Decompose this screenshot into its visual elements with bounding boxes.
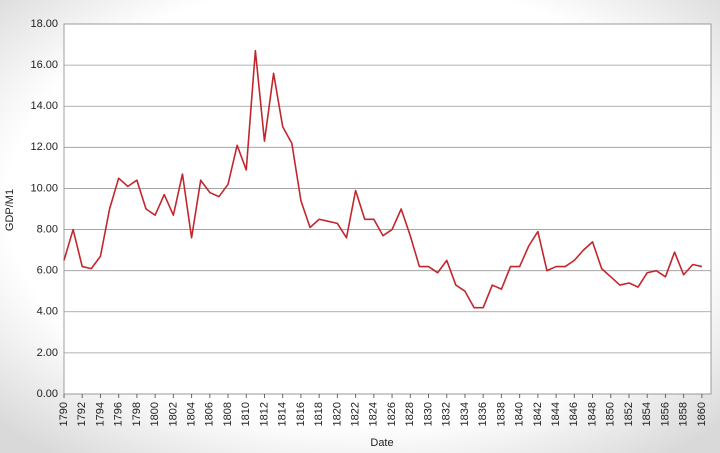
x-tick-label: 1860 — [696, 402, 708, 426]
y-tick-label: 6.00 — [37, 265, 58, 277]
x-tick-label: 1826 — [386, 402, 398, 426]
x-tick-label: 1856 — [659, 402, 671, 426]
x-tick-label: 1812 — [258, 402, 270, 426]
y-tick-label: 14.00 — [30, 100, 58, 112]
x-tick-label: 1800 — [149, 402, 161, 426]
x-tick-label: 1858 — [678, 402, 690, 426]
x-tick-label: 1854 — [641, 402, 653, 426]
x-tick-label: 1836 — [477, 402, 489, 426]
y-tick-label: 8.00 — [37, 223, 58, 235]
y-tick-label: 12.00 — [30, 141, 58, 153]
y-tick-label: 18.00 — [30, 18, 58, 30]
y-tick-label: 10.00 — [30, 182, 58, 194]
x-tick-label: 1838 — [495, 402, 507, 426]
x-tick-label: 1832 — [441, 402, 453, 426]
y-tick-label: 16.00 — [30, 59, 58, 71]
x-tick-label: 1792 — [76, 402, 88, 426]
x-tick-label: 1852 — [623, 402, 635, 426]
y-tick-label: 4.00 — [37, 306, 58, 318]
x-tick-label: 1816 — [295, 402, 307, 426]
x-tick-label: 1806 — [204, 402, 216, 426]
x-tick-label: 1808 — [222, 402, 234, 426]
x-tick-label: 1796 — [113, 402, 125, 426]
x-tick-label: 1844 — [550, 402, 562, 426]
x-tick-label: 1818 — [313, 402, 325, 426]
x-tick-label: 1850 — [605, 402, 617, 426]
x-tick-label: 1824 — [368, 402, 380, 426]
x-tick-label: 1848 — [586, 402, 598, 426]
x-tick-label: 1846 — [568, 402, 580, 426]
x-tick-label: 1834 — [459, 402, 471, 426]
y-tick-label: 0.00 — [37, 388, 58, 400]
x-tick-label: 1804 — [185, 402, 197, 426]
x-tick-label: 1794 — [94, 402, 106, 426]
y-axis-label: GDP/M1 — [4, 189, 16, 231]
x-axis-label: Date — [370, 437, 393, 449]
x-tick-label: 1802 — [167, 402, 179, 426]
x-tick-label: 1820 — [331, 402, 343, 426]
line-series — [63, 49, 703, 309]
x-tick-label: 1798 — [131, 402, 143, 426]
x-tick-label: 1814 — [277, 402, 289, 426]
x-tick-label: 1828 — [404, 402, 416, 426]
x-tick-label: 1830 — [422, 402, 434, 426]
x-tick-label: 1810 — [240, 402, 252, 426]
x-tick-label: 1842 — [532, 402, 544, 426]
plot-area — [63, 23, 712, 395]
x-tick-label: 1822 — [350, 402, 362, 426]
x-tick-label: 1840 — [514, 402, 526, 426]
x-tick-label: 1790 — [58, 402, 70, 426]
y-tick-label: 2.00 — [37, 347, 58, 359]
